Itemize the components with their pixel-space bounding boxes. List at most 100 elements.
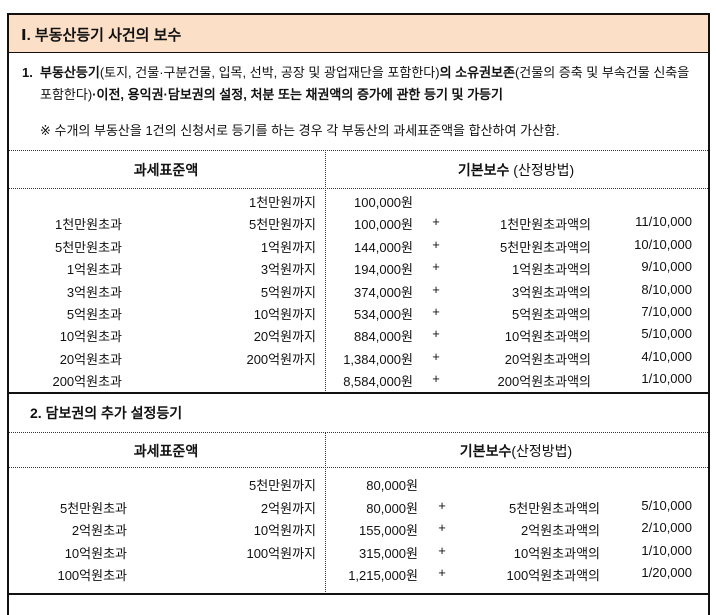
cell-base: 80,000원 [366, 478, 418, 493]
column-divider [325, 150, 326, 393]
cell-from: 10억원초과 [64, 545, 127, 561]
cell-from: 5천만원초과 [54, 239, 122, 255]
cell-plus: + [438, 497, 446, 513]
cell-plus: + [432, 236, 440, 252]
cell-to: 200억원까지 [246, 351, 316, 367]
s2-header-method-label: (산정방법) [511, 443, 573, 459]
cell-to: 3억원까지 [260, 262, 316, 278]
cell-rate: 7/10,000 [641, 304, 692, 319]
cell-excess: 5천만원초과액의 [500, 239, 591, 255]
cell-rate: 5/10,000 [641, 497, 692, 513]
cell-excess: 5천만원초과액의 [509, 500, 600, 516]
cell-from: 200억원초과 [52, 374, 122, 390]
cell-base: 374,000원 [354, 284, 413, 300]
cell-base: 1,384,000원 [343, 351, 413, 367]
cell-plus: + [438, 565, 446, 580]
cell-rate: 1/10,000 [641, 542, 692, 558]
cell-from: 100억원초과 [57, 568, 127, 583]
cell-base: 8,584,000원 [343, 374, 413, 390]
cell-rate: 1/10,000 [641, 371, 692, 387]
section1-note: ※ 수개의 부동산을 1건의 신청서로 등기를 하는 경우 각 부동산의 과세표… [40, 123, 560, 138]
cell-rate: 1/20,000 [641, 565, 692, 580]
cell-to: 10억원까지 [253, 307, 316, 322]
cell-to: 5천만원까지 [248, 217, 316, 233]
cell-base: 194,000원 [354, 262, 413, 278]
cell-plus: + [432, 259, 440, 275]
cell-plus: + [438, 520, 446, 535]
s1-header-base-fee: 기본보수 (산정방법) [458, 160, 574, 180]
s2-header-tax-base: 과세표준액 [133, 443, 199, 459]
cell-excess: 10억원초과액의 [504, 329, 591, 345]
cell-to: 2억원까지 [260, 500, 316, 516]
section-heading-bar: Ⅰ. 부동산등기 사건의 보수 [9, 15, 708, 53]
title-part: ·이전, 용익권·담보권의 설정, 처분 또는 채권액의 증가에 관한 등기 및… [92, 86, 503, 102]
cell-rate: 11/10,000 [635, 214, 692, 230]
cell-base: 144,000원 [354, 239, 413, 255]
cell-rate: 5/10,000 [641, 326, 692, 342]
cell-rate: 10/10,000 [634, 236, 692, 252]
s1-header-tax-base: 과세표준액 [133, 162, 199, 178]
cell-from: 3억원초과 [66, 284, 122, 300]
title-part: (토지, 건물·구분건물, 입목, 선박, 공장 및 광업재단을 포함한다) [99, 65, 440, 80]
divider [9, 432, 708, 433]
cell-plus: + [438, 542, 446, 558]
s2-header-base-fee: 기본보수(산정방법) [460, 441, 572, 461]
cell-base: 1,215,000원 [348, 568, 418, 583]
cell-rate: 9/10,000 [641, 259, 692, 275]
s1-header-method-label: (산정방법) [509, 162, 575, 178]
cell-to: 100억원까지 [246, 545, 316, 561]
cell-plus: + [432, 348, 440, 364]
s2-header-base-fee-label: 기본보수 [459, 443, 512, 459]
cell-excess: 2억원초과액의 [521, 523, 600, 538]
cell-from: 10억원초과 [59, 329, 122, 345]
title-part: (건물의 증축 및 부속건물 신축을 포함한다) [40, 65, 690, 102]
cell-base: 884,000원 [354, 329, 413, 345]
cell-excess: 3억원초과액의 [512, 284, 591, 300]
cell-to: 5천만원까지 [248, 478, 316, 493]
section1-title: 부동산등기(토지, 건물·구분건물, 입목, 선박, 공장 및 광업재단을 포함… [22, 62, 694, 105]
cell-to: 10억원까지 [253, 523, 316, 538]
cell-to: 1억원까지 [260, 239, 316, 255]
cell-plus: + [432, 371, 440, 387]
section-heading: Ⅰ. 부동산등기 사건의 보수 [21, 27, 182, 44]
cell-rate: 8/10,000 [641, 281, 692, 297]
column-divider [325, 432, 326, 594]
cell-plus: + [432, 281, 440, 297]
cell-rate: 4/10,000 [641, 348, 692, 364]
divider [9, 467, 708, 468]
cell-rate: 2/10,000 [641, 520, 692, 535]
divider [9, 593, 708, 595]
cell-excess: 1억원초과액의 [512, 262, 591, 278]
cell-excess: 100억원초과액의 [506, 568, 600, 583]
cell-to: 1천만원까지 [248, 195, 316, 210]
title-part: 부동산등기 [40, 65, 100, 80]
divider [9, 392, 708, 394]
s1-header-base-fee-label: 기본보수 [457, 162, 510, 178]
cell-plus: + [432, 214, 440, 230]
cell-excess: 10억원초과액의 [513, 545, 600, 561]
cell-plus: + [432, 304, 440, 319]
cell-base: 80,000원 [366, 500, 418, 516]
section2-title: 2. 담보권의 추가 설정등기 [30, 405, 183, 421]
cell-base: 100,000원 [354, 195, 413, 210]
cell-to: 20억원까지 [253, 329, 316, 345]
title-part: 의 소유권보존 [439, 65, 515, 80]
cell-from: 2억원초과 [71, 523, 127, 538]
cell-base: 534,000원 [354, 307, 413, 322]
cell-from: 5억원초과 [66, 307, 122, 322]
divider [9, 188, 708, 189]
cell-excess: 5억원초과액의 [512, 307, 591, 322]
cell-from: 1천만원초과 [54, 217, 122, 233]
cell-base: 155,000원 [359, 523, 418, 538]
cell-excess: 20억원초과액의 [504, 351, 591, 367]
section1-number: 1. [22, 65, 33, 80]
cell-base: 100,000원 [354, 217, 413, 233]
divider [9, 150, 708, 151]
cell-plus: + [432, 326, 440, 342]
cell-from: 1억원초과 [66, 262, 122, 278]
section1-intro: 1. 부동산등기(토지, 건물·구분건물, 입목, 선박, 공장 및 광업재단을… [22, 62, 694, 105]
cell-base: 315,000원 [359, 545, 418, 561]
document-frame [7, 13, 710, 615]
cell-to: 5억원까지 [260, 284, 316, 300]
cell-excess: 1천만원초과액의 [500, 217, 591, 233]
